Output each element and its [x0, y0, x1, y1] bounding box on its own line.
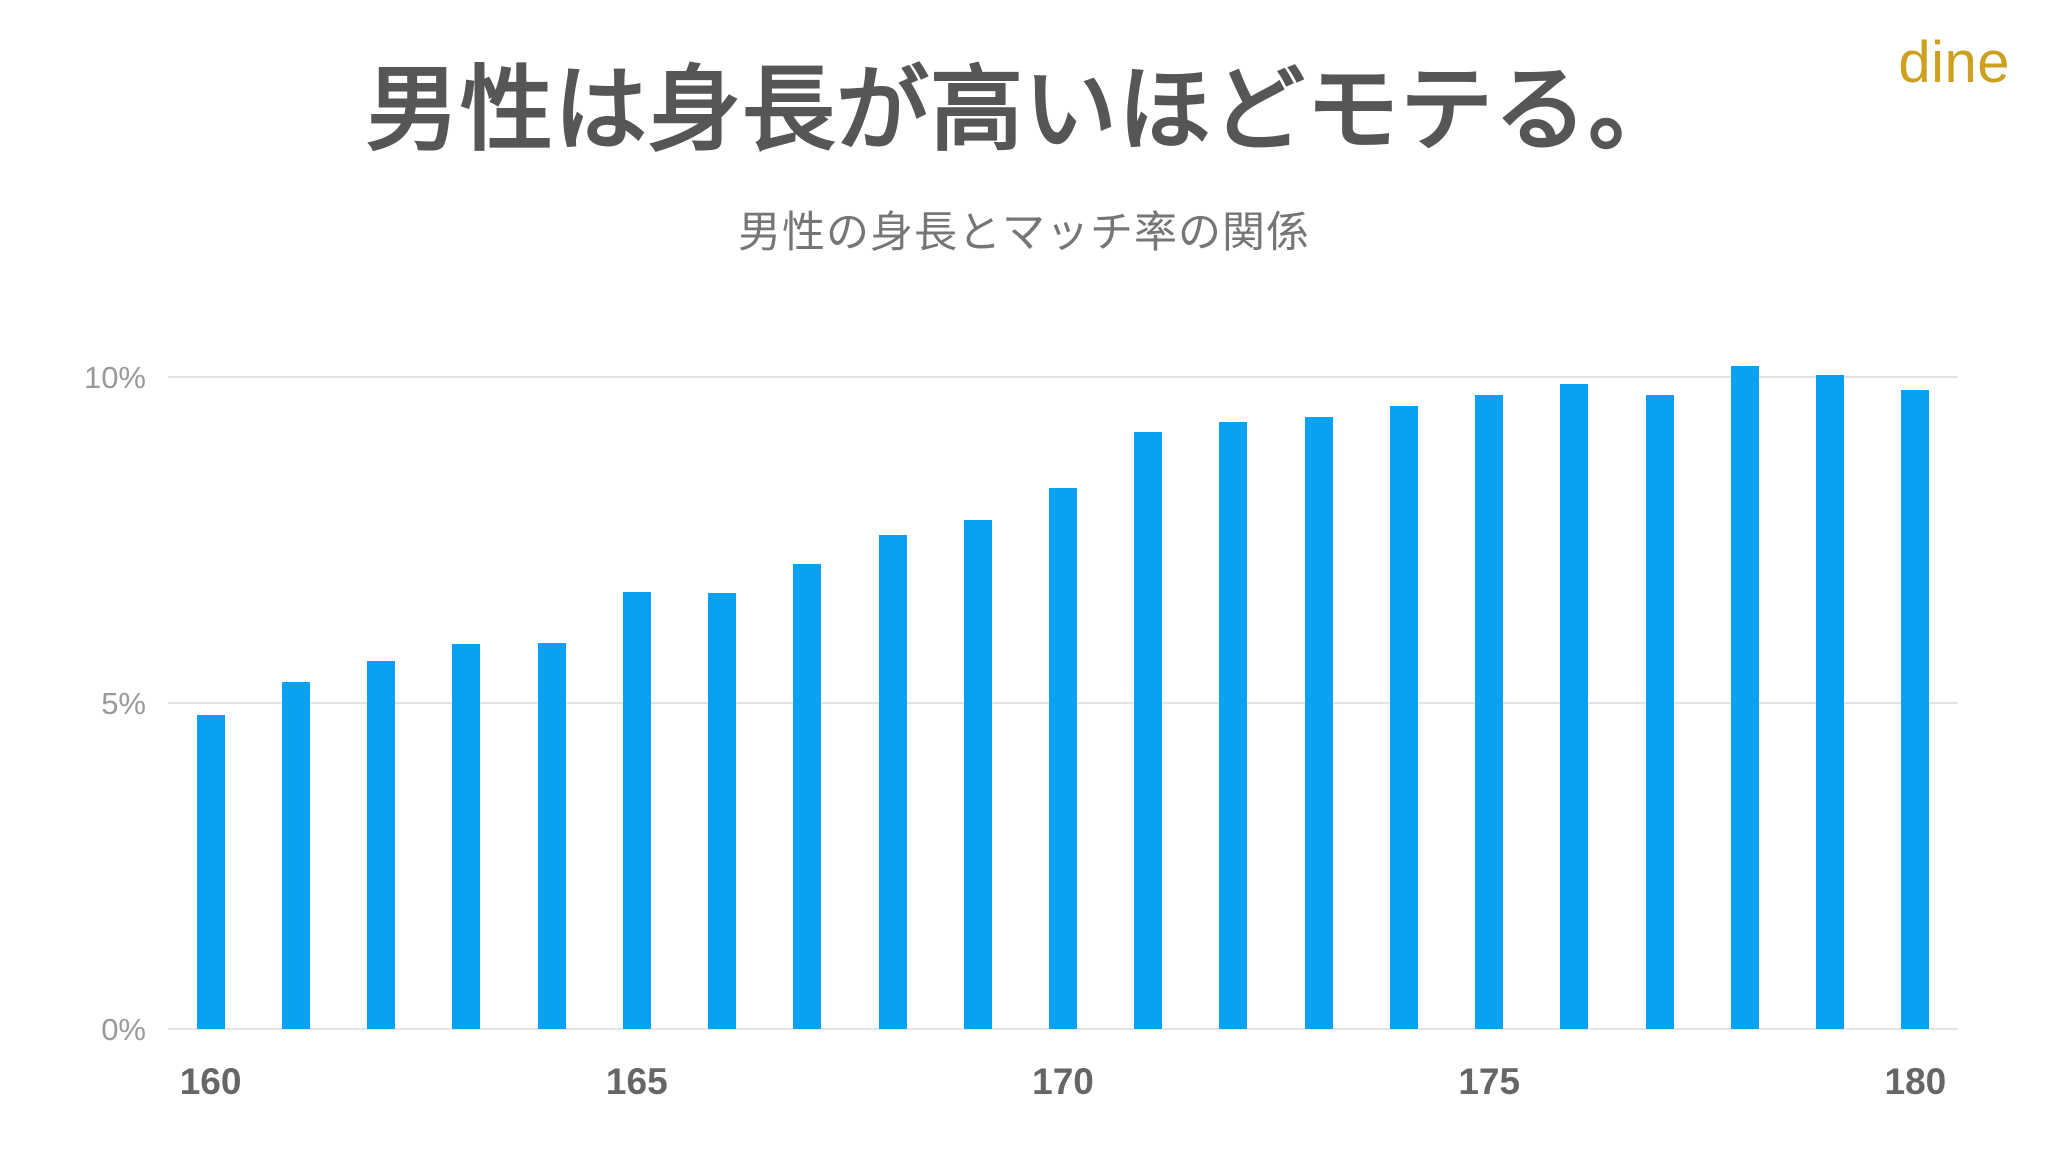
- bar-165: [622, 592, 651, 1029]
- y-axis-label-5%: 5%: [101, 686, 146, 721]
- x-axis-label-175: 175: [1458, 1061, 1521, 1102]
- bar-176: [1560, 384, 1589, 1029]
- dine-logo: dine: [1898, 30, 2010, 95]
- chart-subtitle: 男性の身長とマッチ率の関係: [738, 209, 1310, 257]
- chart-title: 男性は身長が高いほどモテる。: [366, 58, 1682, 162]
- x-axis-label-160: 160: [179, 1061, 242, 1102]
- bar-163: [452, 644, 481, 1029]
- bar-175: [1475, 395, 1504, 1029]
- bar-167: [793, 564, 822, 1029]
- bar-164: [537, 643, 566, 1029]
- gridline-10%: [168, 376, 1958, 378]
- bar-170: [1049, 488, 1077, 1029]
- bar-179: [1816, 375, 1845, 1029]
- gridline-0%: [168, 1028, 1958, 1030]
- y-axis-label-0%: 0%: [101, 1012, 146, 1047]
- bar-172: [1219, 422, 1248, 1029]
- bar-160: [196, 715, 225, 1029]
- bar-168: [878, 535, 907, 1029]
- x-axis-label-165: 165: [605, 1061, 668, 1102]
- bar-178: [1730, 366, 1759, 1029]
- x-axis-label-170: 170: [1032, 1061, 1094, 1102]
- bar-180: [1901, 390, 1930, 1029]
- y-axis-label-10%: 10%: [83, 360, 146, 395]
- bar-177: [1645, 395, 1674, 1029]
- bar-174: [1389, 406, 1418, 1029]
- x-axis-label-180: 180: [1884, 1061, 1947, 1102]
- bar-161: [281, 682, 310, 1029]
- bar-166: [708, 593, 737, 1029]
- bar-171: [1134, 432, 1163, 1029]
- bar-169: [963, 520, 992, 1029]
- bar-162: [367, 661, 396, 1029]
- bar-173: [1304, 417, 1333, 1029]
